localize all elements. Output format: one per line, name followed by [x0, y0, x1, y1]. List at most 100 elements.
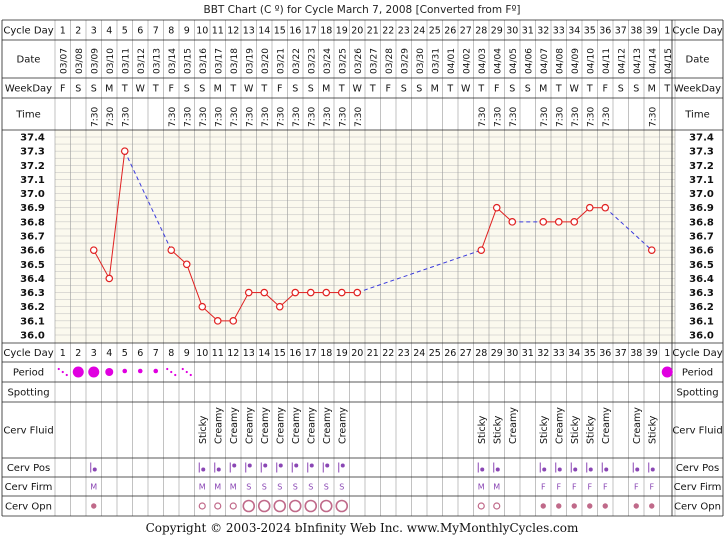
date-label: 03/16: [199, 48, 209, 74]
row-label-right: Cycle Day: [672, 348, 722, 359]
time-label: 7:30: [183, 107, 193, 127]
date-label: 03/14: [168, 48, 178, 74]
cycle-day-bottom: 19: [336, 348, 348, 359]
weekday-label: M: [322, 84, 330, 95]
time-label: 7:30: [571, 107, 581, 127]
temp-point[interactable]: [306, 288, 315, 297]
cerv-fluid-label: Creamy: [260, 407, 271, 444]
temp-point[interactable]: [601, 203, 610, 212]
cycle-day-bottom: 5: [122, 348, 128, 359]
cycle-day-top: 2: [75, 26, 81, 37]
weekday-label: S: [509, 84, 515, 95]
temp-point[interactable]: [539, 218, 548, 226]
temp-point[interactable]: [198, 302, 207, 311]
weekday-label: S: [618, 84, 624, 95]
row-label-left: Cycle Day: [3, 348, 53, 359]
temp-point[interactable]: [337, 288, 346, 297]
temp-point[interactable]: [291, 288, 300, 297]
weekday-label: F: [386, 84, 391, 95]
weekday-label: S: [75, 84, 81, 95]
date-label: 03/08: [75, 48, 85, 74]
cerv-pos-dot: [247, 463, 252, 468]
cerv-firm-label: F: [572, 483, 577, 492]
period-dot: [185, 370, 188, 374]
cycle-day-top: 25: [429, 26, 441, 37]
temp-point[interactable]: [182, 260, 191, 269]
cerv-pos-marker: [570, 462, 578, 473]
y-tick-right: 36.9: [689, 203, 714, 214]
cycle-day-top: 11: [212, 26, 224, 37]
temp-point[interactable]: [508, 218, 517, 226]
temp-point[interactable]: [89, 246, 98, 254]
cerv-pos-dot: [340, 463, 345, 468]
time-label: 7:30: [90, 107, 100, 127]
temp-point[interactable]: [105, 274, 114, 283]
cycle-day-top: 15: [274, 26, 286, 37]
weekday-label: F: [603, 84, 608, 95]
row-label-left: Time: [15, 110, 40, 121]
time-label: 7:30: [261, 107, 271, 127]
date-label: 04/03: [478, 48, 488, 74]
cycle-day-bottom: 2: [75, 348, 81, 359]
time-label: 7:30: [168, 107, 178, 127]
row-label-right: Period: [682, 368, 713, 379]
cerv-opn-marker: [198, 502, 206, 510]
copyright[interactable]: Copyright © 2003-2024 bInfinity Web Inc.…: [146, 521, 579, 535]
cerv-fluid-label: Creamy: [229, 407, 240, 444]
temp-point[interactable]: [213, 317, 222, 325]
weekday-label: S: [401, 84, 407, 95]
temp-point[interactable]: [229, 317, 238, 325]
temp-point[interactable]: [585, 203, 594, 212]
cycle-day-top: 34: [568, 26, 580, 37]
cerv-opn-marker: [602, 503, 608, 509]
weekday-label: T: [152, 84, 159, 95]
cycle-day-bottom: 21: [367, 348, 379, 359]
cycle-day-top: 37: [615, 26, 627, 37]
cerv-firm-label: M: [199, 483, 206, 492]
y-tick-left: 37.0: [20, 189, 45, 200]
cerv-pos-dot: [480, 467, 485, 472]
cycle-day-bottom: 36: [599, 348, 611, 359]
cerv-pos-marker: [586, 462, 593, 473]
row-label-right: Cerv Opn: [674, 502, 721, 513]
weekday-label: S: [199, 84, 205, 95]
weekday-label: S: [184, 84, 190, 95]
temp-point[interactable]: [570, 218, 579, 226]
temp-point[interactable]: [120, 147, 129, 155]
date-label: 03/13: [152, 48, 162, 74]
cycle-day-bottom: 39: [646, 348, 658, 359]
period-marker: [105, 368, 114, 376]
time-label: 7:30: [230, 107, 240, 127]
row-label-right: Time: [684, 110, 709, 121]
cerv-opn-marker: [633, 503, 639, 509]
cycle-day-bottom: 12: [227, 348, 239, 359]
cycle-day-bottom: 34: [568, 348, 580, 359]
weekday-label: T: [663, 84, 670, 95]
date-label: 03/17: [214, 48, 224, 74]
temp-line-segment: [232, 292, 250, 322]
temp-point[interactable]: [260, 288, 269, 297]
row-label-right: Date: [686, 55, 710, 66]
date-label: 03/10: [106, 48, 116, 74]
time-label: 7:30: [214, 107, 224, 127]
temp-point[interactable]: [167, 246, 176, 254]
cycle-day-top: 3: [91, 26, 97, 37]
temp-point[interactable]: [353, 288, 362, 297]
temp-point[interactable]: [492, 203, 501, 212]
y-tick-left: 37.1: [20, 175, 45, 186]
temp-point[interactable]: [647, 246, 656, 254]
weekday-label: F: [494, 84, 499, 95]
y-tick-left: 37.2: [20, 161, 45, 172]
weekday-label: S: [91, 84, 97, 95]
temp-point[interactable]: [244, 288, 253, 297]
cycle-day-top: 1: [60, 26, 66, 37]
temp-point[interactable]: [322, 288, 331, 297]
cerv-pos-dot: [542, 467, 547, 472]
time-label: 7:30: [323, 107, 333, 127]
cycle-day-bottom: 31: [522, 348, 534, 359]
temp-point[interactable]: [554, 218, 563, 226]
temp-point[interactable]: [477, 246, 486, 254]
temp-gap-segment: [357, 249, 482, 294]
cerv-fluid-label: Creamy: [632, 407, 643, 444]
temp-point[interactable]: [275, 302, 284, 311]
